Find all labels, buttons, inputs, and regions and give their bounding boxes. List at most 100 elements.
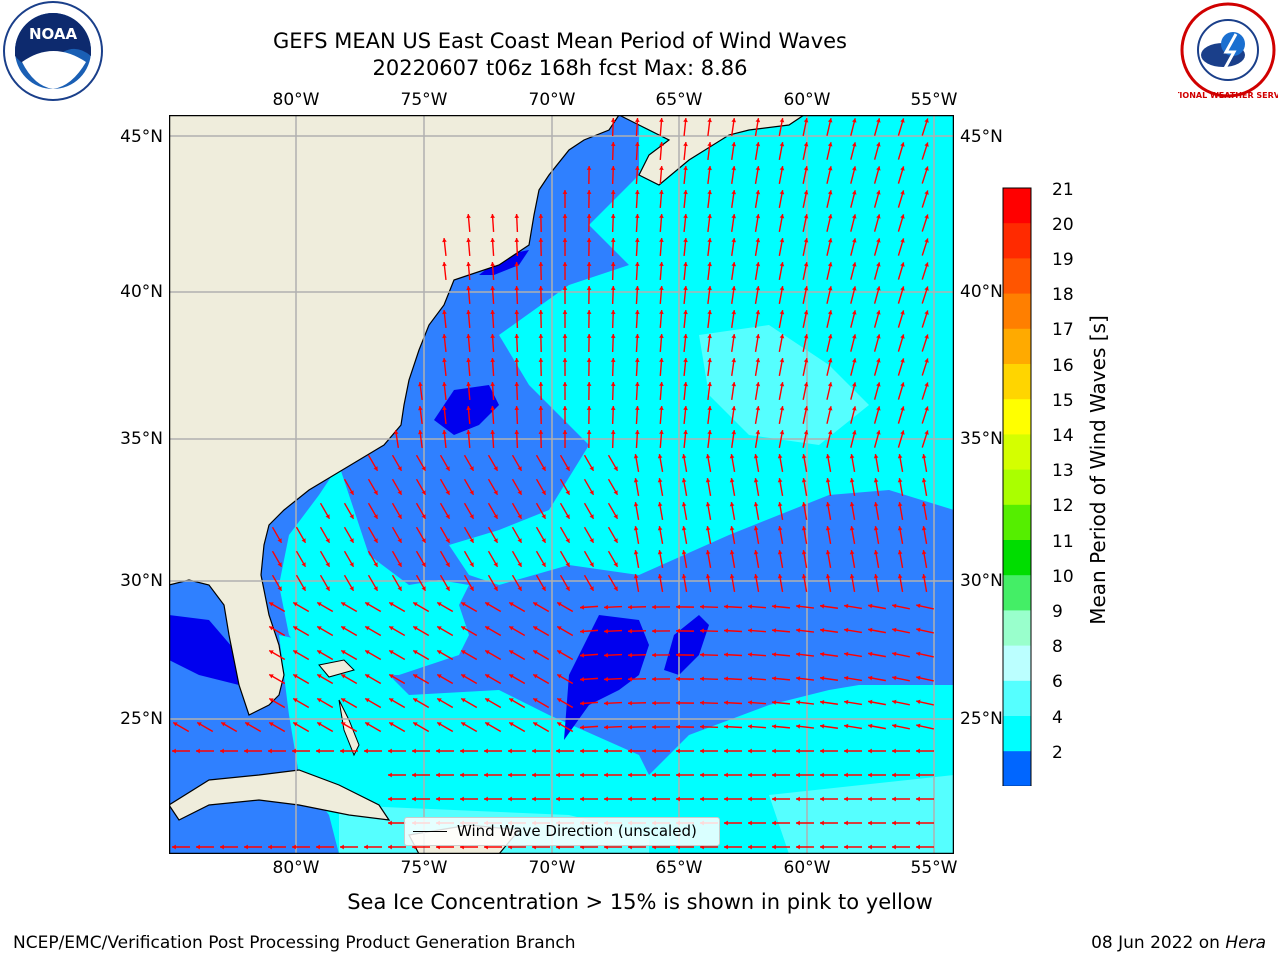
wave-direction-arrowhead (341, 674, 346, 679)
wave-direction-arrowhead (538, 334, 544, 338)
wave-direction-arrowhead (659, 214, 664, 219)
wave-direction-arrowhead (533, 698, 538, 703)
wave-direction-arrowhead (772, 652, 777, 657)
wave-direction-arrowhead (827, 358, 833, 363)
wave-direction-arrowhead (365, 698, 370, 703)
wave-direction-arrowhead (613, 490, 618, 495)
wave-direction-arrowhead (820, 603, 825, 609)
wave-direction-arrowhead (892, 699, 897, 705)
lat-tick-right: 35°N (960, 429, 1003, 449)
wave-direction-arrowhead (421, 562, 426, 567)
wave-direction-arrowhead (755, 310, 761, 315)
wave-direction-arrowhead (731, 310, 737, 315)
wave-direction-arrowhead (317, 674, 322, 679)
wave-direction-arrowhead (683, 358, 688, 363)
colorbar-tick: 20 (1052, 215, 1074, 235)
wave-direction-arrowhead (586, 358, 592, 362)
wave-direction-arrowhead (868, 820, 872, 826)
wave-direction-arrowhead (924, 166, 929, 171)
wave-direction-arrowhead (779, 238, 785, 243)
wave-direction-arrowhead (779, 430, 785, 435)
wave-direction-arrowhead (852, 310, 857, 315)
wave-direction-arrowhead (610, 334, 616, 338)
wave-direction-arrowhead (373, 538, 378, 543)
wave-direction-arrowhead (442, 334, 447, 339)
lon-tick-bottom: 70°W (528, 858, 576, 878)
wave-direction-arrowhead (876, 286, 881, 291)
wave-direction-arrowhead (652, 724, 656, 730)
wave-direction-arrowhead (388, 820, 392, 826)
wave-direction-arrowhead (628, 700, 632, 706)
wave-direction-arrowhead (562, 214, 568, 218)
wave-direction-arrowhead (485, 626, 490, 631)
wave-direction-arrowhead (892, 748, 896, 754)
wave-direction-arrowhead (924, 358, 929, 363)
wave-direction-arrowhead (900, 214, 905, 219)
wave-direction-arrowhead (469, 466, 474, 471)
wave-direction-arrowhead (604, 748, 608, 754)
wave-direction-arrowhead (397, 490, 402, 495)
wave-direction-arrowhead (508, 748, 512, 754)
wave-direction-arrowhead (659, 286, 664, 291)
wave-direction-arrowhead (508, 796, 512, 802)
wave-direction-arrowhead (301, 586, 306, 591)
wave-direction-arrowhead (779, 334, 785, 339)
wave-direction-arrowhead (657, 550, 663, 555)
wave-direction-arrowhead (796, 844, 800, 850)
wave-direction-arrowhead (490, 262, 495, 267)
wave-direction-arrowhead (755, 382, 761, 387)
wave-direction-arrowhead (657, 574, 663, 579)
wave-direction-arrowhead (724, 604, 728, 610)
wave-direction-arrowhead (900, 430, 905, 435)
wave-direction-arrowhead (557, 698, 562, 703)
wave-direction-arrowhead (700, 700, 704, 706)
wave-direction-arrowhead (852, 334, 857, 339)
wave-direction-arrowhead (683, 238, 688, 243)
wave-direction-arrowhead (580, 725, 585, 730)
wave-direction-arrowhead (916, 748, 920, 754)
wave-direction-arrowhead (437, 722, 442, 727)
wave-direction-arrowhead (538, 310, 544, 314)
wave-direction-arrowhead (586, 382, 592, 386)
wave-direction-arrowhead (341, 602, 346, 607)
colorbar-cell (1003, 223, 1031, 259)
wave-direction-arrowhead (683, 286, 688, 291)
wave-direction-arrowhead (445, 562, 450, 567)
wave-direction-arrowhead (221, 722, 226, 727)
wave-direction-arrowhead (900, 310, 905, 315)
wave-direction-arrowhead (349, 490, 354, 495)
wave-direction-arrowhead (466, 286, 471, 291)
wave-direction-arrowhead (389, 602, 394, 607)
wave-direction-arrowhead (509, 626, 514, 631)
wave-direction-arrowhead (916, 603, 921, 609)
wave-direction-arrowhead (580, 701, 585, 706)
wave-direction-arrowhead (924, 214, 929, 219)
wave-direction-arrowhead (779, 118, 785, 123)
sea-ice-note: Sea Ice Concentration > 15% is shown in … (347, 890, 933, 914)
wave-direction-arrowhead (373, 586, 378, 591)
colorbar-tick: 6 (1052, 672, 1063, 692)
wave-direction-arrowhead (900, 262, 905, 267)
wave-direction-arrowhead (772, 676, 777, 681)
wave-direction-arrowhead (421, 466, 426, 471)
wave-direction-arrowhead (580, 748, 584, 754)
wave-direction-arrowhead (852, 382, 857, 387)
wave-direction-arrowhead (748, 820, 752, 826)
wave-direction-arrowhead (541, 538, 546, 543)
wave-direction-arrowhead (586, 334, 592, 338)
wave-direction-arrowhead (341, 626, 346, 631)
wave-direction-arrowhead (676, 604, 680, 610)
wave-direction-arrowhead (436, 796, 440, 802)
colorbar-cell (1003, 504, 1031, 541)
wave-direction-arrowhead (317, 722, 322, 727)
wave-direction-arrowhead (538, 238, 544, 242)
wave-direction-arrowhead (397, 466, 402, 471)
wave-direction-arrowhead (676, 676, 680, 682)
wave-direction-arrowhead (393, 430, 399, 435)
wave-direction-arrowhead (900, 142, 905, 147)
wave-direction-arrowhead (484, 772, 488, 778)
colorbar-tick: 10 (1052, 567, 1074, 587)
wave-direction-arrowhead (876, 142, 881, 147)
wave-direction-arrowhead (748, 772, 752, 778)
wave-direction-arrowhead (533, 602, 538, 607)
